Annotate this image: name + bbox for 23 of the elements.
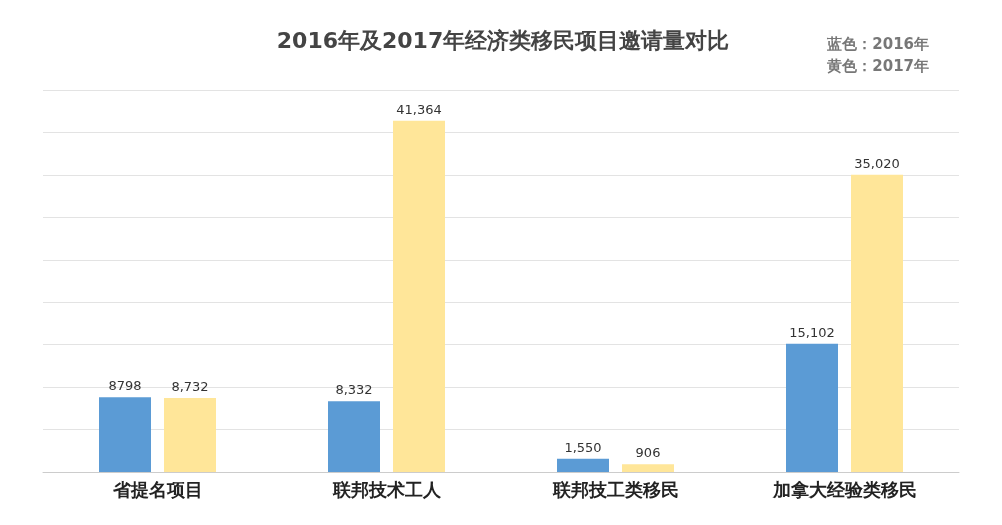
bar [622,464,674,472]
bar [164,397,216,472]
x-tick-label: 省提名项目 [111,478,203,500]
bar [328,401,380,472]
bar [786,343,838,472]
data-label: 41,364 [396,101,442,117]
data-label: 8,332 [335,382,373,398]
bar [557,458,609,472]
chart-title: 2016年及2017年经济类移民项目邀请量对比 [276,27,730,53]
data-label: 8,732 [171,378,209,394]
data-label: 35,020 [854,155,900,171]
bar [99,397,151,472]
x-tick-label: 联邦技工类移民 [551,478,679,500]
bar [851,174,903,472]
data-label: 906 [635,445,661,461]
bar [393,120,445,472]
x-tick-label: 加拿大经验类移民 [771,478,917,500]
data-label: 8798 [108,378,142,394]
data-label: 1,550 [564,439,602,455]
text: 黄色：2017年 [826,56,929,75]
x-tick-label: 联邦技术工人 [331,478,442,500]
data-label: 15,102 [789,324,835,340]
text: 蓝色：2016年 [826,34,929,53]
